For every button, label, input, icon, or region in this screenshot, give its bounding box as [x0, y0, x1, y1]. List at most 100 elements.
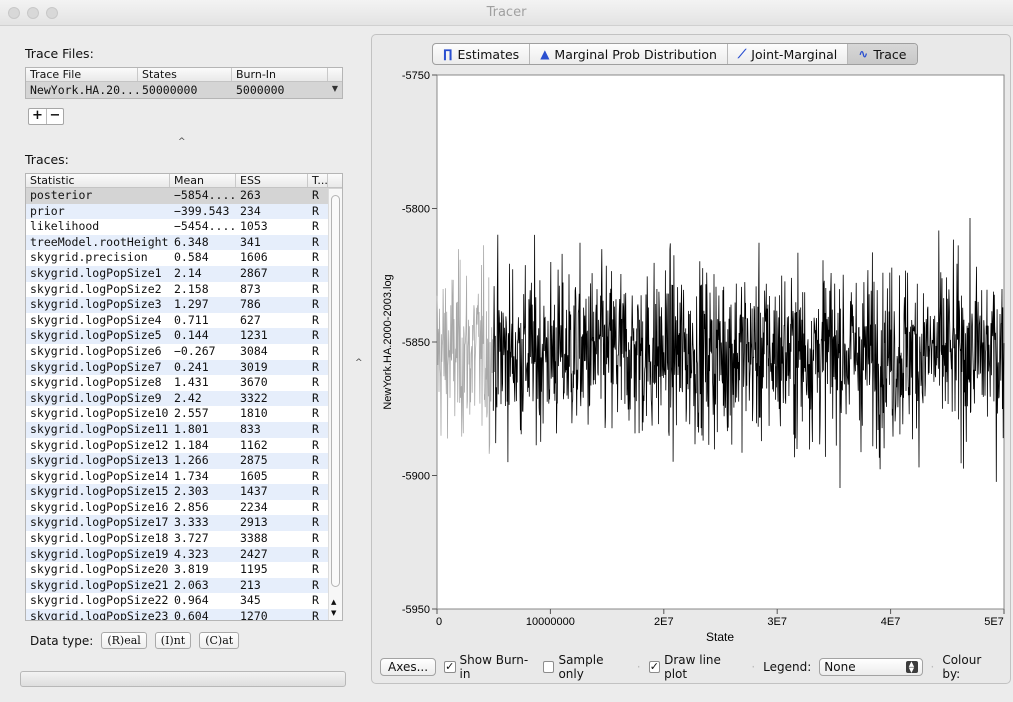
chevron-up-icon[interactable]: ▲ [331, 598, 337, 606]
ess-cell: 2913 [240, 515, 268, 530]
statistic-cell: skygrid.logPopSize17 [30, 515, 169, 530]
legend-select[interactable]: None ▲ ▼ [819, 658, 923, 676]
col-statistic[interactable]: Statistic [26, 174, 170, 187]
trace-files-table[interactable]: Trace File States Burn-In NewYork.HA.20.… [25, 67, 343, 99]
table-row[interactable]: skygrid.logPopSize12 1.184 1162 R [26, 437, 342, 454]
chevron-down-icon[interactable]: ▼ [331, 609, 337, 617]
cat-type-button[interactable]: (C)at [199, 632, 240, 649]
table-row[interactable]: skygrid.logPopSize3 1.297 786 R [26, 297, 342, 313]
y-tick-label: -5750 [402, 70, 430, 82]
tab-label: Marginal Prob Distribution [554, 46, 717, 62]
table-row[interactable]: posterior −5854.... 263 R [26, 188, 342, 204]
table-row[interactable]: skygrid.logPopSize20 3.819 1195 R [26, 562, 342, 578]
col-burn-in[interactable]: Burn-In [232, 68, 328, 81]
axes-button[interactable]: Axes... [380, 658, 437, 676]
col-type[interactable]: T... [308, 174, 328, 187]
ess-cell: 2867 [240, 265, 268, 280]
statistic-cell: prior [30, 203, 65, 218]
table-row[interactable]: skygrid.logPopSize21 2.063 213 R [26, 577, 342, 594]
zoom-window-icon[interactable] [46, 7, 58, 19]
mean-cell: 0.711 [174, 312, 209, 327]
trace-file-row[interactable]: NewYork.HA.20... 50000000 5000000 [26, 82, 342, 98]
table-row[interactable]: skygrid.precision 0.584 1606 R [26, 250, 342, 266]
tab-marginal-prob-distribution[interactable]: ▲ Marginal Prob Distribution [530, 44, 728, 64]
table-row[interactable]: skygrid.logPopSize15 2.303 1437 R [26, 484, 342, 500]
tab-estimates[interactable]: ∏ Estimates [433, 44, 531, 64]
sample-only-checkbox[interactable]: Sample only [542, 653, 629, 681]
table-row[interactable]: likelihood −5454.... 1053 R [26, 219, 342, 235]
table-row[interactable]: skygrid.logPopSize10 2.557 1810 R [26, 406, 342, 422]
table-row[interactable]: skygrid.logPopSize17 3.333 2913 R [26, 515, 342, 532]
tab-trace[interactable]: ∿ Trace [848, 44, 917, 64]
table-row[interactable]: prior −399.543 234 R [26, 203, 342, 220]
x-tick-label: 5E7 [984, 616, 1004, 628]
splitter-handle-icon[interactable]: ^ [355, 358, 363, 368]
table-row[interactable]: treeModel.rootHeight 6.348 341 R [26, 234, 342, 251]
table-row[interactable]: skygrid.logPopSize14 1.734 1605 R [26, 468, 342, 485]
statistic-cell: posterior [30, 188, 93, 202]
trace-file-states: 50000000 [142, 83, 198, 97]
table-row[interactable]: skygrid.logPopSize6 −0.267 3084 R [26, 343, 342, 360]
table-row[interactable]: skygrid.logPopSize4 0.711 627 R [26, 312, 342, 329]
trace-files-header: Trace File States Burn-In [26, 68, 342, 82]
ess-cell: 1437 [240, 484, 268, 499]
mean-cell: 1.431 [174, 375, 209, 390]
type-cell: R [312, 390, 319, 405]
draw-line-plot-label: Draw line plot [664, 653, 721, 681]
traces-scrollbar[interactable]: ▲ ▼ [328, 189, 342, 620]
draw-line-plot-checkbox[interactable]: ✓ Draw line plot [648, 653, 744, 681]
table-row[interactable]: skygrid.logPopSize2 2.158 873 R [26, 281, 342, 298]
type-cell: R [312, 437, 319, 452]
statistic-cell: skygrid.logPopSize4 [30, 312, 162, 327]
table-row[interactable]: skygrid.logPopSize5 0.144 1231 R [26, 328, 342, 344]
type-cell: R [312, 577, 319, 592]
estimates-icon: ∏ [443, 47, 453, 61]
table-row[interactable]: skygrid.logPopSize18 3.727 3388 R [26, 531, 342, 547]
y-tick-label: -5850 [402, 337, 430, 349]
close-window-icon[interactable] [8, 7, 20, 19]
table-row[interactable]: skygrid.logPopSize13 1.266 2875 R [26, 453, 342, 469]
table-row[interactable]: skygrid.logPopSize8 1.431 3670 R [26, 375, 342, 391]
col-trace-file[interactable]: Trace File [26, 68, 138, 81]
real-type-button[interactable]: (R)eal [101, 632, 147, 649]
ess-cell: 873 [240, 281, 261, 296]
col-mean[interactable]: Mean [170, 174, 236, 187]
col-states[interactable]: States [138, 68, 232, 81]
legend-value: None [824, 660, 856, 674]
tab-label: Trace [873, 46, 907, 62]
type-cell: R [312, 421, 319, 436]
x-tick-label: 0 [436, 616, 442, 628]
traces-header: Statistic Mean ESS T... [26, 174, 342, 188]
ess-cell: 1270 [240, 609, 268, 621]
add-trace-file-button[interactable]: + [32, 108, 43, 123]
traces-table[interactable]: Statistic Mean ESS T... posterior −5854..… [25, 173, 343, 621]
chevron-down-icon[interactable]: ▼ [331, 84, 339, 93]
table-row[interactable]: skygrid.logPopSize9 2.42 3322 R [26, 390, 342, 407]
joint-marginal-icon: ⟋ [737, 46, 747, 61]
scrollbar-thumb[interactable] [331, 195, 340, 587]
table-row[interactable]: skygrid.logPopSize1 2.14 2867 R [26, 265, 342, 282]
ess-cell: 234 [240, 203, 261, 218]
y-tick-label: -5900 [402, 471, 430, 483]
type-cell: R [312, 250, 319, 265]
show-burnin-checkbox[interactable]: ✓ Show Burn-in [444, 653, 535, 681]
ess-cell: 3019 [240, 359, 268, 374]
checkbox-checked-icon: ✓ [648, 660, 661, 673]
splitter-handle-icon[interactable]: ^ [178, 137, 186, 147]
table-row[interactable]: skygrid.logPopSize16 2.856 2234 R [26, 499, 342, 516]
table-row[interactable]: skygrid.logPopSize23 0.604 1270 R [26, 609, 342, 621]
col-ess[interactable]: ESS [236, 174, 308, 187]
table-row[interactable]: skygrid.logPopSize22 0.964 345 R [26, 593, 342, 610]
table-row[interactable]: skygrid.logPopSize19 4.323 2427 R [26, 546, 342, 563]
statistic-cell: likelihood [30, 219, 100, 234]
table-row[interactable]: skygrid.logPopSize11 1.801 833 R [26, 421, 342, 438]
int-type-button[interactable]: (I)nt [154, 632, 192, 649]
table-row[interactable]: skygrid.logPopSize7 0.241 3019 R [26, 359, 342, 376]
mean-cell: 1.184 [174, 437, 209, 452]
type-cell: R [312, 219, 319, 234]
minimize-window-icon[interactable] [27, 7, 39, 19]
tab-joint-marginal[interactable]: ⟋ Joint-Marginal [728, 44, 849, 64]
mean-cell: 0.144 [174, 328, 209, 343]
remove-trace-file-button[interactable]: − [46, 109, 63, 124]
data-type-row: Data type: (R)eal (I)nt (C)at [30, 632, 240, 649]
